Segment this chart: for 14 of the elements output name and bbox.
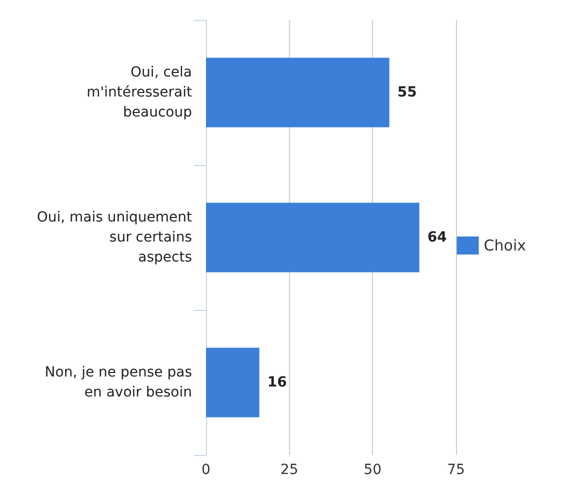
legend-label: Choix <box>484 236 526 254</box>
y-tick-label: Oui, cela m'intéresserait beaucoup <box>86 64 193 120</box>
bar <box>206 202 420 272</box>
data-label: 55 <box>397 84 417 100</box>
data-label: 64 <box>427 230 448 246</box>
y-tick-label: Non, je ne pense pas en avoir besoin <box>44 364 192 400</box>
x-tick-label: 25 <box>280 462 298 478</box>
bar <box>206 58 390 128</box>
x-tick-label: 0 <box>202 462 210 478</box>
bar <box>206 348 260 418</box>
data-label: 16 <box>267 374 287 390</box>
x-tick-label: 50 <box>364 462 382 478</box>
y-tick-label: Oui, mais uniquement sur certains aspects <box>36 210 193 266</box>
x-tick-label: 75 <box>447 462 465 478</box>
